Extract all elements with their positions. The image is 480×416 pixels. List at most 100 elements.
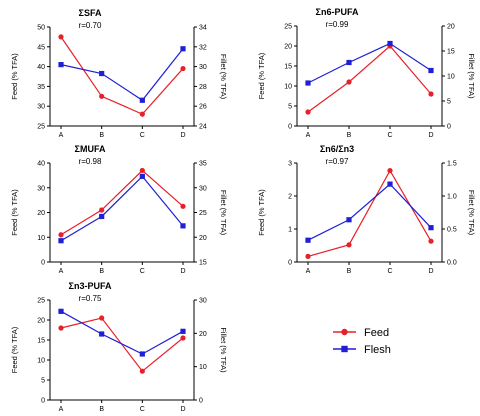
x-tick-label: A — [59, 268, 64, 275]
flesh-point — [58, 62, 64, 68]
y-tick-label-left: 40 — [37, 64, 45, 71]
y-tick-label-right: 0.5 — [447, 227, 457, 234]
x-tick-label: D — [180, 406, 185, 413]
feed-point — [428, 91, 434, 97]
x-tick-label: D — [428, 268, 433, 275]
y-tick-label-left: 0 — [41, 260, 45, 267]
flesh-point — [99, 331, 105, 337]
feed-point — [180, 203, 186, 209]
feed-point — [387, 167, 393, 174]
x-tick-label: A — [306, 132, 311, 139]
y-tick-label-right: 30 — [199, 64, 207, 71]
y-tick-label-left: 25 — [37, 124, 45, 131]
y-tick-label-left: 45 — [37, 44, 45, 51]
y-tick-label-left: 15 — [37, 338, 45, 345]
x-tick-label: C — [387, 132, 392, 139]
y-tick-label-right: 0 — [199, 398, 203, 405]
chart-title: Σn3-PUFA — [69, 281, 112, 291]
y-tick-label-right: 20 — [199, 235, 207, 242]
flesh-point — [428, 225, 434, 231]
x-tick-label: A — [306, 268, 311, 275]
y-axis-title-right: Fillet (% TFA) — [467, 53, 476, 99]
x-tick-label: C — [140, 132, 145, 139]
flesh-series-line — [60, 175, 184, 242]
feed-series-line — [307, 169, 432, 257]
y-tick-label-left: 30 — [37, 185, 45, 192]
y-axis-title-right: Fillet (% TFA) — [467, 190, 476, 236]
legend-label-flesh: Flesh — [364, 344, 391, 356]
feed-point — [428, 238, 434, 244]
flesh-point — [139, 173, 145, 179]
y-tick-label-left: 3 — [288, 161, 292, 168]
chart-title: ΣSFA — [79, 8, 102, 18]
feed-point — [139, 368, 145, 374]
y-tick-label-left: 50 — [37, 25, 45, 32]
flesh-series-line — [307, 183, 432, 241]
correlation-label: r=0.75 — [79, 294, 102, 303]
flesh-point — [305, 80, 311, 86]
y-tick-label-left: 0 — [41, 398, 45, 405]
chart-panel-4: 0 1 2 3 0.0 0.5 1.0 1.5 A B C D Σn6/Σn3 r=0.97 Feed (%… — [257, 144, 476, 275]
y-tick-label-right: 30 — [199, 185, 207, 192]
flesh-point — [346, 59, 352, 66]
y-tick-label-left: 10 — [37, 358, 45, 365]
y-tick-label-left: 20 — [37, 210, 45, 217]
y-axis-title-left: Feed (% TFA) — [10, 189, 19, 236]
x-tick-label: D — [428, 132, 433, 139]
feed-point — [58, 232, 64, 238]
y-tick-label-left: 25 — [37, 298, 45, 305]
y-tick-label-right: 20 — [199, 331, 207, 338]
feed-series-line — [307, 45, 432, 113]
flesh-point — [139, 97, 145, 103]
y-tick-label-right: 26 — [199, 104, 207, 111]
y-axis-title-right: Fillet (% TFA) — [219, 190, 228, 236]
feed-series-line — [60, 169, 184, 236]
y-tick-label-left: 20 — [37, 318, 45, 325]
y-tick-label-right: 30 — [199, 298, 207, 305]
feed-point — [139, 111, 145, 117]
flesh-series-line — [60, 310, 184, 355]
legend-label-feed: Feed — [364, 327, 389, 339]
legend-marker-feed — [341, 328, 348, 336]
y-tick-label-right: 1.0 — [447, 194, 457, 201]
y-tick-label-right: 5 — [447, 99, 451, 106]
y-tick-label-left: 5 — [288, 104, 292, 111]
feed-point — [180, 65, 186, 72]
feed-point — [346, 79, 352, 85]
flesh-point — [99, 213, 105, 220]
chart-title: ΣMUFA — [75, 144, 106, 154]
y-axis-title-right: Fillet (% TFA) — [219, 54, 228, 100]
x-tick-label: C — [387, 268, 392, 275]
x-tick-label: C — [140, 268, 145, 275]
flesh-point — [139, 351, 145, 357]
y-tick-label-right: 15 — [199, 260, 207, 267]
correlation-label: r=0.70 — [79, 21, 102, 30]
y-tick-label-left: 2 — [288, 194, 292, 201]
flesh-point — [387, 181, 393, 187]
y-tick-label-right: 10 — [199, 364, 207, 371]
flesh-series-line — [307, 42, 432, 84]
y-tick-label-left: 20 — [284, 44, 292, 51]
correlation-label: r=0.97 — [326, 157, 349, 166]
y-tick-label-left: 0 — [288, 124, 292, 131]
feed-point — [58, 325, 64, 331]
flesh-point — [305, 237, 311, 243]
feed-point — [99, 315, 105, 321]
y-tick-label-left: 1 — [288, 227, 292, 234]
x-tick-label: B — [99, 132, 104, 139]
chart-panel-3: 0 10 20 30 40 15 20 25 30 35 A B C D ΣMUFA r=0.98 Feed (… — [10, 144, 228, 275]
y-tick-label-right: 10 — [447, 74, 455, 81]
feed-point — [305, 253, 311, 259]
y-tick-label-left: 25 — [284, 24, 292, 31]
chart-panel-5: 0 5 10 15 20 25 0 10 20 30 A B C D Σn3-PUFA r=0.75 Feed … — [10, 281, 228, 413]
y-tick-label-right: 24 — [199, 124, 207, 131]
y-tick-label-right: 0.0 — [447, 260, 457, 267]
y-tick-label-left: 10 — [37, 235, 45, 242]
y-tick-label-right: 32 — [199, 44, 207, 51]
flesh-point — [387, 40, 393, 47]
y-tick-label-right: 25 — [199, 210, 207, 217]
correlation-label: r=0.98 — [79, 157, 102, 166]
feed-point — [58, 34, 64, 40]
chart-panel-2: 0 5 10 15 20 25 0 5 10 15 20 A B C D Σn6-PUFA r=0.99 Feed… — [257, 7, 476, 139]
y-tick-label-right: 0 — [447, 124, 451, 131]
